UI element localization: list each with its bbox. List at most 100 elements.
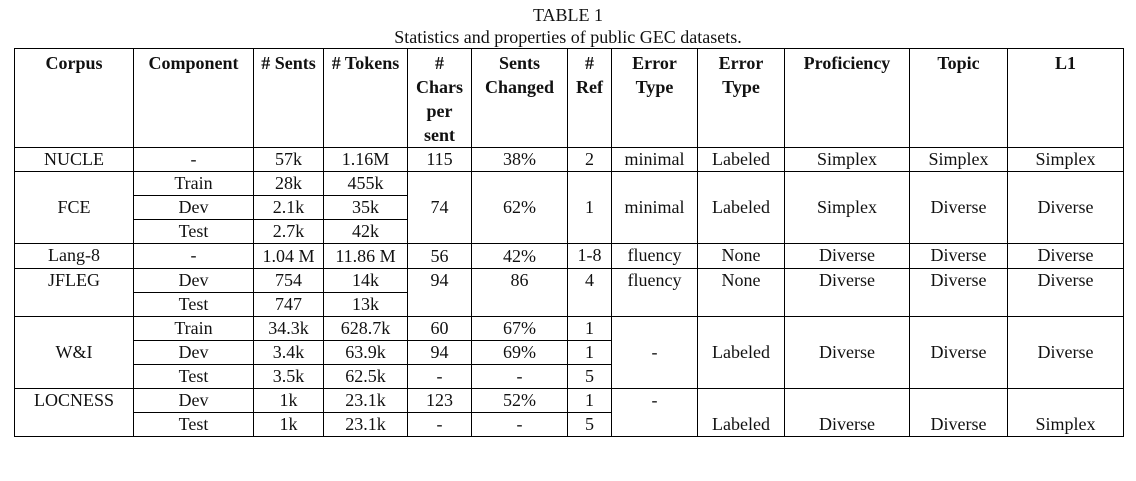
header-l1: L1 bbox=[1007, 48, 1124, 148]
cell-error-type-1: - bbox=[611, 388, 698, 437]
cell-chars: 60 bbox=[407, 316, 472, 341]
cell-sents: 3.4k bbox=[253, 340, 324, 365]
cell-l1: Simplex bbox=[1007, 147, 1124, 172]
cell-sents: 1.04 M bbox=[253, 243, 324, 269]
cell-topic: Diverse bbox=[909, 243, 1008, 269]
cell-corpus: Lang-8 bbox=[14, 243, 134, 269]
cell-sents: 1k bbox=[253, 388, 324, 413]
cell-component: Test bbox=[133, 219, 254, 244]
cell-l1: Diverse bbox=[1007, 316, 1124, 389]
cell-topic: Diverse bbox=[909, 316, 1008, 389]
cell-changed: - bbox=[471, 364, 568, 389]
cell-chars: 94 bbox=[407, 340, 472, 365]
cell-component: Train bbox=[133, 171, 254, 196]
cell-corpus: FCE bbox=[14, 171, 134, 244]
cell-ref: 1 bbox=[567, 388, 612, 413]
cell-sents: 28k bbox=[253, 171, 324, 196]
cell-proficiency: Simplex bbox=[784, 147, 910, 172]
cell-error-type-1: - bbox=[611, 316, 698, 389]
table-row-fce-test: Test 2.7k 42k bbox=[15, 219, 1124, 244]
cell-topic: Diverse bbox=[909, 268, 1008, 317]
table-row-wi-test: Test 3.5k 62.5k - - 5 bbox=[15, 364, 1124, 389]
cell-tokens: 23.1k bbox=[323, 388, 408, 413]
cell-topic: Simplex bbox=[909, 147, 1008, 172]
header-corpus: Corpus bbox=[14, 48, 134, 148]
cell-proficiency: Diverse bbox=[784, 243, 910, 269]
table-row-wi-dev: Dev 3.4k 63.9k 94 69% 1 bbox=[15, 340, 1124, 365]
cell-corpus: W&I bbox=[14, 316, 134, 389]
cell-topic: Diverse bbox=[909, 388, 1008, 437]
cell-sents: 2.1k bbox=[253, 195, 324, 220]
cell-l1: Diverse bbox=[1007, 268, 1124, 317]
cell-error-type-2: Labeled bbox=[697, 388, 785, 437]
header-error-type-2: Error Type bbox=[697, 48, 785, 148]
cell-ref: 1 bbox=[567, 340, 612, 365]
cell-tokens: 63.9k bbox=[323, 340, 408, 365]
cell-error-type-2: Labeled bbox=[697, 171, 785, 244]
table-row-wi-train: W&I Train 34.3k 628.7k 60 67% 1 - Labele… bbox=[14, 316, 1124, 389]
cell-l1: Simplex bbox=[1007, 388, 1124, 437]
cell-tokens: 628.7k bbox=[323, 316, 408, 341]
cell-changed: 62% bbox=[471, 171, 568, 244]
cell-chars: 74 bbox=[407, 171, 472, 244]
cell-tokens: 1.16M bbox=[323, 147, 408, 172]
cell-sents: 34.3k bbox=[253, 316, 324, 341]
cell-error-type-1: minimal bbox=[611, 171, 698, 244]
cell-component: - bbox=[133, 243, 254, 269]
cell-chars: 115 bbox=[407, 147, 472, 172]
gec-datasets-table: Corpus Component # Sents # Tokens # Char… bbox=[14, 48, 1124, 437]
cell-proficiency: Diverse bbox=[784, 268, 910, 317]
cell-chars: - bbox=[407, 364, 472, 389]
cell-component: Dev bbox=[133, 195, 254, 220]
cell-l1: Diverse bbox=[1007, 171, 1124, 244]
cell-component: Dev bbox=[133, 340, 254, 365]
cell-sents: 754 bbox=[253, 268, 324, 293]
cell-changed: - bbox=[471, 412, 568, 437]
table-row-locness-dev: LOCNESS Dev 1k 23.1k 123 52% 1 - Labeled… bbox=[14, 388, 1124, 437]
cell-proficiency: Diverse bbox=[784, 316, 910, 389]
cell-tokens: 35k bbox=[323, 195, 408, 220]
cell-tokens: 23.1k bbox=[323, 412, 408, 437]
cell-chars: 123 bbox=[407, 388, 472, 413]
cell-tokens: 11.86 M bbox=[323, 243, 408, 269]
cell-sents: 1k bbox=[253, 412, 324, 437]
cell-l1: Diverse bbox=[1007, 243, 1124, 269]
cell-error-type-2: Labeled bbox=[697, 147, 785, 172]
table-row-jfleg-test: Test 747 13k bbox=[15, 292, 1124, 317]
table-row-fce-train: FCE Train 28k 455k 74 62% 1 minimal Labe… bbox=[14, 171, 1124, 244]
cell-error-type-2: None bbox=[697, 243, 785, 269]
header-ref: # Ref bbox=[567, 48, 612, 148]
header-sents: # Sents bbox=[253, 48, 324, 148]
header-tokens: # Tokens bbox=[323, 48, 408, 148]
cell-sents: 57k bbox=[253, 147, 324, 172]
cell-component: Test bbox=[133, 292, 254, 317]
cell-changed: 38% bbox=[471, 147, 568, 172]
cell-error-type-2: None bbox=[697, 268, 785, 317]
cell-chars: 56 bbox=[407, 243, 472, 269]
cell-proficiency: Simplex bbox=[784, 171, 910, 244]
cell-error-type-2: Labeled bbox=[697, 316, 785, 389]
cell-tokens: 42k bbox=[323, 219, 408, 244]
table-row-lang8: Lang-8 - 1.04 M 11.86 M 56 42% 1-8 fluen… bbox=[14, 243, 1124, 269]
header-proficiency: Proficiency bbox=[784, 48, 910, 148]
cell-changed: 69% bbox=[471, 340, 568, 365]
header-row: Corpus Component # Sents # Tokens # Char… bbox=[14, 48, 1124, 148]
cell-error-type-1: fluency bbox=[611, 268, 698, 317]
cell-component: Test bbox=[133, 364, 254, 389]
header-sents-changed: Sents Changed bbox=[471, 48, 568, 148]
cell-sents: 2.7k bbox=[253, 219, 324, 244]
cell-sents: 747 bbox=[253, 292, 324, 317]
cell-changed: 67% bbox=[471, 316, 568, 341]
cell-ref: 4 bbox=[567, 268, 612, 317]
header-component: Component bbox=[133, 48, 254, 148]
cell-component: Test bbox=[133, 412, 254, 437]
cell-chars: 94 bbox=[407, 268, 472, 317]
cell-component: - bbox=[133, 147, 254, 172]
cell-error-type-1: fluency bbox=[611, 243, 698, 269]
cell-corpus: NUCLE bbox=[14, 147, 134, 172]
cell-changed: 86 bbox=[471, 268, 568, 317]
cell-component: Dev bbox=[133, 388, 254, 413]
cell-component: Train bbox=[133, 316, 254, 341]
table-title: Statistics and properties of public GEC … bbox=[394, 27, 742, 47]
table-number: TABLE 1 bbox=[532, 5, 604, 25]
